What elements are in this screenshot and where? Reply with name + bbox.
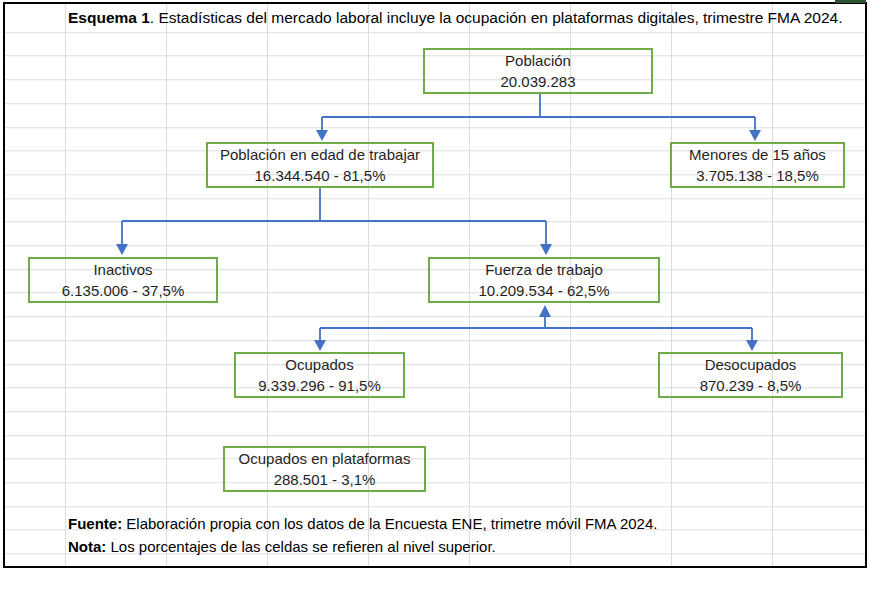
node-value: 288.501 - 3,1% [274, 469, 376, 490]
nota-text: Los porcentajes de las celdas se refiere… [106, 538, 495, 555]
source-note: Fuente: Elaboración propia con los datos… [68, 513, 657, 535]
source-label: Fuente: [68, 515, 122, 532]
nota-label: Nota: [68, 538, 106, 555]
node-label: Inactivos [93, 259, 152, 280]
node-label: Población [505, 50, 571, 71]
excel-sheet-screenshot: Esquema 1. Estadísticas del mercado labo… [0, 0, 870, 612]
node-label: Menores de 15 años [689, 144, 826, 165]
node-ocupados: Ocupados 9.339.296 - 91,5% [234, 352, 405, 398]
node-ocupados-plataformas: Ocupados en plataformas 288.501 - 3,1% [223, 446, 426, 492]
node-label: Desocupados [705, 354, 797, 375]
node-label: Ocupados [285, 354, 353, 375]
source-text: Elaboración propia con los datos de la E… [122, 515, 657, 532]
node-value: 20.039.283 [500, 71, 575, 92]
node-value: 3.705.138 - 18,5% [696, 165, 819, 186]
node-desocupados: Desocupados 870.239 - 8,5% [658, 352, 843, 398]
node-value: 6.135.006 - 37,5% [62, 280, 185, 301]
node-value: 9.339.296 - 91,5% [258, 375, 381, 396]
node-value: 10.209.534 - 62,5% [479, 280, 610, 301]
node-poblacion-edad-trabajar: Población en edad de trabajar 16.344.540… [206, 142, 434, 188]
node-poblacion: Población 20.039.283 [423, 48, 653, 94]
diagram-title: Esquema 1. Estadísticas del mercado labo… [68, 6, 863, 30]
node-value: 870.239 - 8,5% [700, 375, 802, 396]
node-label: Fuerza de trabajo [485, 259, 603, 280]
node-value: 16.344.540 - 81,5% [255, 165, 386, 186]
node-menores-15: Menores de 15 años 3.705.138 - 18,5% [670, 142, 845, 188]
node-inactivos: Inactivos 6.135.006 - 37,5% [28, 257, 218, 303]
node-label: Población en edad de trabajar [220, 144, 420, 165]
selected-cell-sliver [835, 0, 866, 3]
node-label: Ocupados en plataformas [239, 448, 411, 469]
nota-note: Nota: Los porcentajes de las celdas se r… [68, 536, 496, 558]
diagram-title-rest: . Estadísticas del mercado laboral inclu… [150, 9, 843, 26]
diagram-title-bold: Esquema 1 [68, 9, 150, 26]
node-fuerza-trabajo: Fuerza de trabajo 10.209.534 - 62,5% [428, 257, 660, 303]
